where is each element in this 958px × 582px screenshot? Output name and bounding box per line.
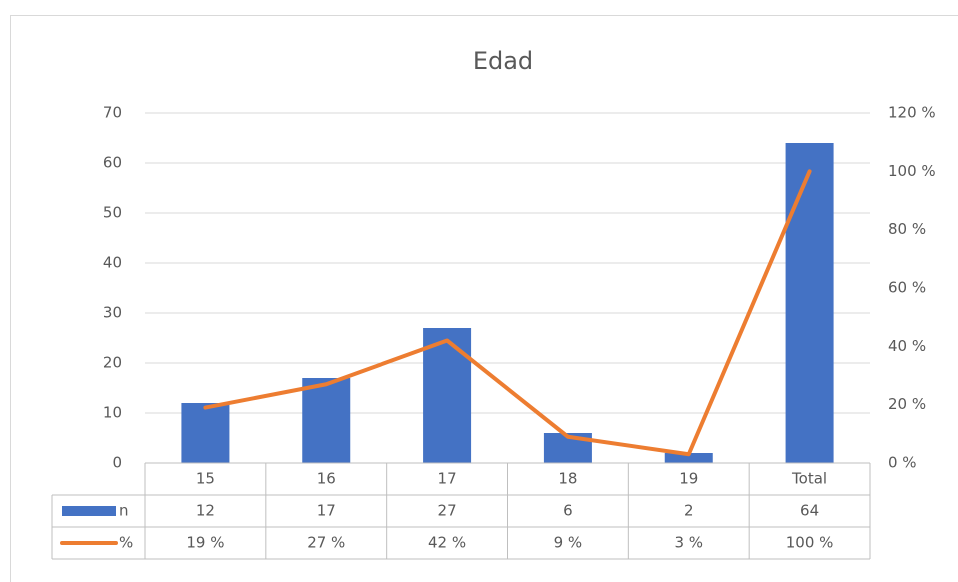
y-tick-label: 0 [112, 454, 122, 472]
y-tick-label: 60 [103, 154, 122, 172]
chart-border [10, 15, 958, 582]
bar [664, 453, 713, 463]
y2-tick-label: 120 % [888, 104, 936, 122]
y-tick-label: 20 [103, 354, 122, 372]
bar [785, 143, 834, 463]
table-cell: 19 % [186, 534, 224, 552]
table-cell: 6 [563, 502, 573, 520]
x-tick-label: 19 [679, 470, 698, 488]
y2-tick-label: 40 % [888, 337, 926, 355]
y-tick-label: 70 [103, 104, 122, 122]
table-cell: 9 % [554, 534, 583, 552]
table-cell: 42 % [428, 534, 466, 552]
y2-tick-label: 60 % [888, 279, 926, 297]
x-tick-label: Total [791, 470, 827, 488]
y-tick-label: 10 [103, 404, 122, 422]
table-cell: 27 [438, 502, 457, 520]
y2-tick-label: 20 % [888, 395, 926, 413]
table-cell: 17 [317, 502, 336, 520]
table-cell: 2 [684, 502, 694, 520]
bar [302, 378, 351, 463]
x-tick-label: 16 [317, 470, 336, 488]
table-cell: 64 [800, 502, 819, 520]
y2-tick-label: 0 % [888, 454, 917, 472]
y2-tick-label: 80 % [888, 220, 926, 238]
y-tick-label: 50 [103, 204, 122, 222]
y-tick-label: 40 [103, 254, 122, 272]
legend-key [62, 506, 116, 516]
bar [423, 328, 472, 463]
legend-label: % [119, 534, 133, 552]
x-tick-label: 15 [196, 470, 215, 488]
table-cell: 27 % [307, 534, 345, 552]
chart-title: Edad [473, 47, 533, 75]
table-cell: 12 [196, 502, 215, 520]
x-tick-label: 18 [558, 470, 577, 488]
x-tick-label: 17 [438, 470, 457, 488]
table-cell: 100 % [786, 534, 834, 552]
y-tick-label: 30 [103, 304, 122, 322]
bar [181, 403, 230, 463]
table-cell: 3 % [674, 534, 703, 552]
line [203, 169, 812, 457]
legend-label: n [119, 502, 129, 520]
y2-tick-label: 100 % [888, 162, 936, 180]
